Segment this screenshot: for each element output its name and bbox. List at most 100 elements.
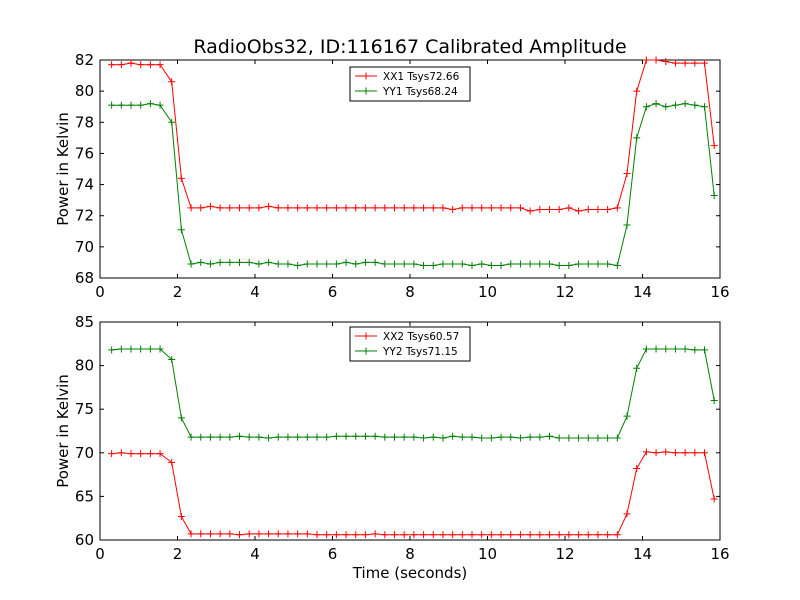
data-point (294, 530, 302, 538)
x-tick-label: 0 (95, 545, 105, 563)
legend: XX1 Tsys72.66 YY1 Tsys68.24 (349, 66, 471, 102)
legend-entry: XX1 Tsys72.66 (355, 71, 460, 83)
data-point (371, 204, 379, 212)
data-point (146, 450, 154, 458)
data-point (604, 205, 612, 213)
data-point (245, 433, 253, 441)
data-point (168, 458, 176, 466)
data-point (323, 433, 331, 441)
data-point (255, 204, 263, 212)
data-point (371, 432, 379, 440)
data-point (681, 100, 689, 108)
data-point (361, 204, 369, 212)
data-point (265, 202, 273, 210)
data-point (691, 346, 699, 354)
data-point (294, 433, 302, 441)
data-point (156, 345, 164, 353)
data-point (575, 207, 583, 215)
data-point (565, 204, 573, 212)
data-point (381, 531, 389, 539)
data-point (710, 495, 718, 503)
data-point (613, 531, 621, 539)
data-point (623, 170, 631, 178)
data-point (197, 433, 205, 441)
y-tick-label: 72 (75, 207, 94, 225)
data-point (516, 204, 524, 212)
data-point (381, 204, 389, 212)
data-point (623, 221, 631, 229)
legend-marker (362, 332, 370, 340)
x-tick-label: 12 (555, 545, 574, 563)
data-point (487, 434, 495, 442)
y-tick-label: 76 (75, 144, 94, 162)
data-point (216, 433, 224, 441)
data-point (352, 432, 360, 440)
data-point (671, 345, 679, 353)
data-point (701, 346, 708, 354)
data-point (507, 433, 515, 441)
data-point (216, 204, 224, 212)
data-point (236, 204, 243, 212)
legend-label: YY1 Tsys68.24 (382, 86, 458, 98)
data-point (168, 118, 176, 126)
data-point (439, 531, 447, 539)
data-point (575, 531, 583, 539)
data-point (284, 530, 292, 538)
data-point (187, 260, 195, 268)
data-point (681, 449, 689, 457)
data-point (206, 260, 214, 268)
data-point (710, 191, 718, 199)
data-point (526, 207, 534, 215)
y-tick-label: 80 (75, 82, 94, 100)
x-tick-label: 2 (173, 545, 183, 563)
data-point (507, 531, 515, 539)
data-point (117, 449, 125, 457)
data-point (168, 78, 176, 86)
data-point (662, 58, 670, 66)
data-point (458, 204, 466, 212)
data-point (294, 204, 302, 212)
y-tick-label: 78 (75, 113, 94, 131)
data-point (274, 204, 282, 212)
data-point (546, 205, 553, 213)
data-point (536, 260, 544, 268)
x-tick-label: 8 (405, 283, 415, 301)
data-point (117, 61, 125, 69)
data-point (117, 345, 125, 353)
data-point (555, 434, 563, 442)
y-axis-label: Power in Kelvin (54, 112, 72, 226)
data-point (342, 531, 350, 539)
data-point (197, 530, 205, 538)
data-point (458, 260, 466, 268)
data-point (691, 101, 699, 109)
data-point (187, 204, 195, 212)
data-point (177, 226, 185, 234)
data-point (352, 531, 360, 539)
data-point (439, 260, 447, 268)
data-point (633, 364, 641, 372)
data-point (168, 355, 176, 363)
data-point (536, 205, 544, 213)
data-point (226, 204, 234, 212)
x-axis-label: Time (seconds) (352, 564, 468, 582)
data-point (662, 448, 670, 456)
data-point (497, 262, 505, 270)
x-tick-label: 6 (328, 545, 338, 563)
data-point (226, 530, 234, 538)
data-point (662, 345, 670, 353)
data-point (177, 414, 185, 422)
x-tick-label: 12 (555, 283, 574, 301)
data-point (284, 204, 292, 212)
data-point (400, 433, 408, 441)
data-point (177, 174, 185, 182)
data-point (497, 433, 505, 441)
data-point (594, 260, 602, 268)
data-point (526, 260, 534, 268)
data-point (108, 61, 116, 69)
data-point (236, 531, 243, 539)
data-point (429, 204, 437, 212)
data-point (371, 530, 379, 538)
data-point (117, 101, 125, 109)
data-point (420, 262, 428, 270)
data-point (410, 260, 418, 268)
